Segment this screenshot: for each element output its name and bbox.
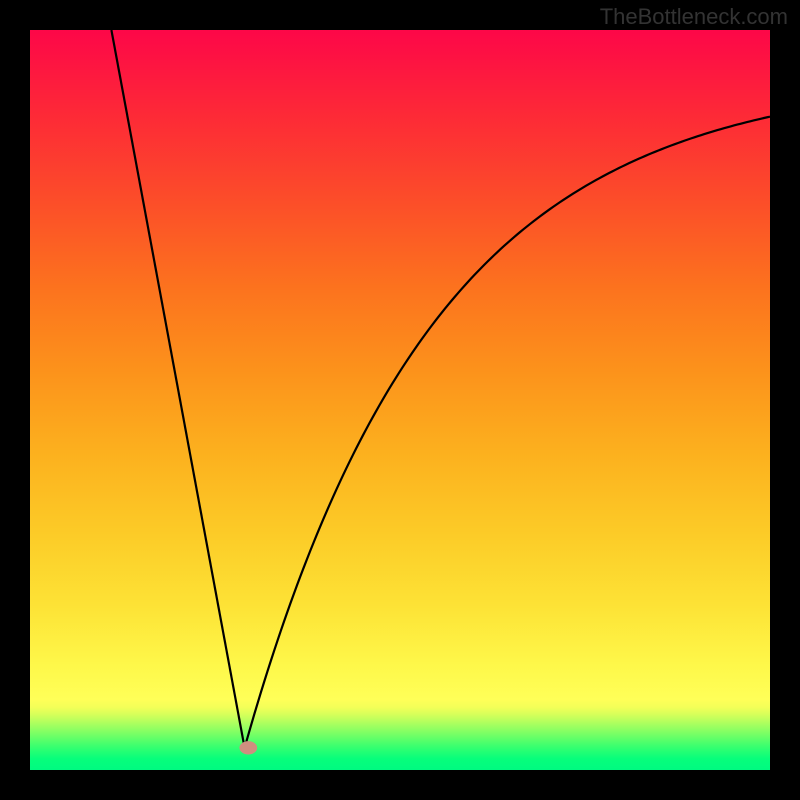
minimum-marker	[239, 741, 257, 754]
plot-area	[30, 30, 770, 770]
watermark-text: TheBottleneck.com	[600, 4, 788, 30]
gradient-background	[30, 30, 770, 770]
chart-svg	[30, 30, 770, 770]
